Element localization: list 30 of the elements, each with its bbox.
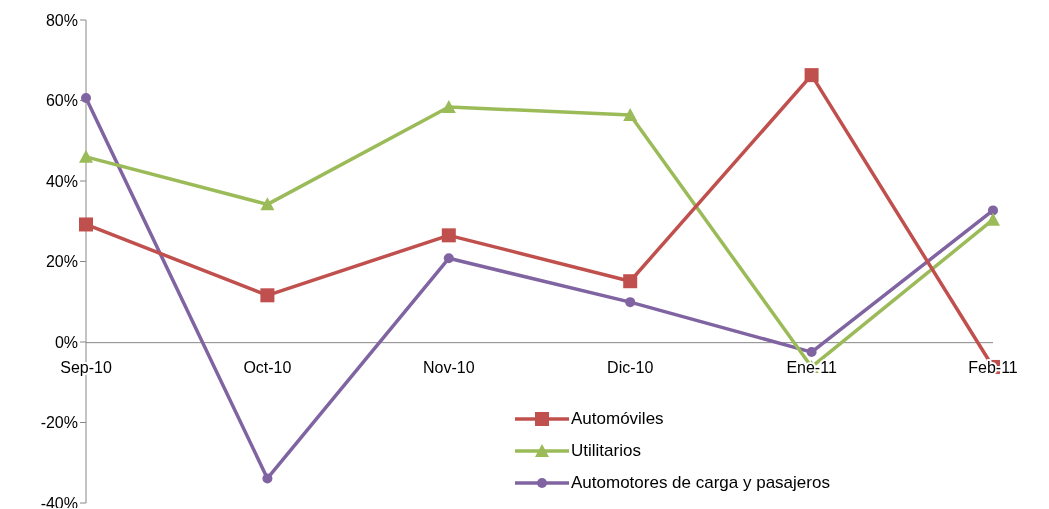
point xyxy=(623,107,638,121)
point xyxy=(986,212,1000,226)
y-tick-label: 40% xyxy=(45,172,78,190)
point xyxy=(79,149,93,163)
point xyxy=(260,197,275,211)
y-tick-label: -20% xyxy=(40,414,78,432)
x-tick-label: Sep-10 xyxy=(60,358,112,376)
point xyxy=(262,473,273,484)
point xyxy=(443,253,454,264)
y-tick-label: 60% xyxy=(45,92,78,110)
x-tick-label: Dic-10 xyxy=(607,358,654,376)
y-tick-label: 20% xyxy=(45,253,78,271)
legend-label: Utilitarios xyxy=(571,441,641,461)
point xyxy=(804,68,819,83)
point xyxy=(260,288,275,303)
point xyxy=(806,347,817,358)
y-tick-label: -40% xyxy=(40,494,78,509)
point xyxy=(623,274,638,289)
legend-label: Automotores de carga y pasajeros xyxy=(571,473,830,493)
x-tick-label: Oct-10 xyxy=(243,358,292,376)
point xyxy=(625,297,636,308)
y-tick-label: 0% xyxy=(54,333,78,351)
point xyxy=(988,205,998,216)
point xyxy=(81,93,91,104)
point xyxy=(441,228,456,243)
point xyxy=(79,217,93,232)
point xyxy=(441,99,456,113)
legend-label: Automóviles xyxy=(571,409,664,429)
x-tick-label: Nov-10 xyxy=(423,358,475,376)
y-tick-label: 80% xyxy=(45,11,78,29)
